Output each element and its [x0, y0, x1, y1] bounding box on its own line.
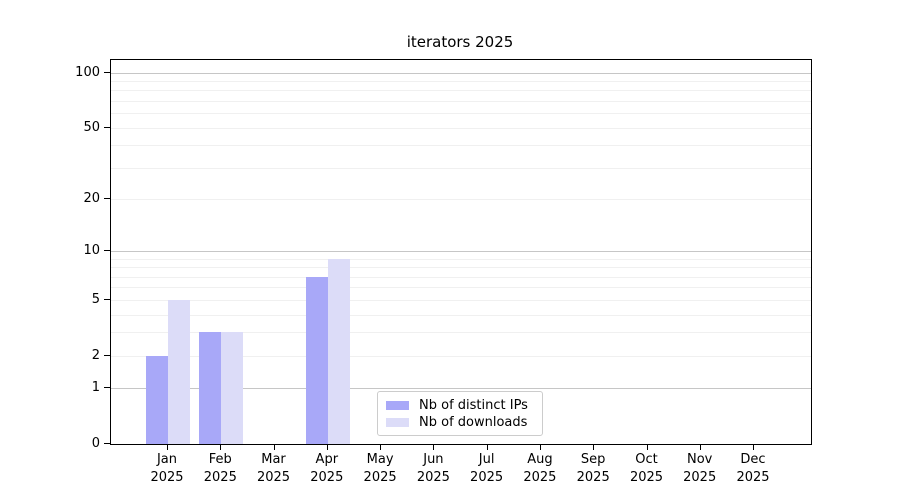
- x-tick-year: 2025: [150, 470, 184, 485]
- legend-row-downloads: Nb of downloads: [386, 414, 542, 431]
- x-tick-label-sep: Sep 2025: [561, 451, 625, 487]
- y-tick-label: 2: [91, 347, 100, 363]
- y-tick-mark: [104, 126, 110, 128]
- gridline-minor: [111, 314, 811, 316]
- x-tick-mark: [380, 444, 382, 450]
- legend-swatch-distinct-ips: [386, 400, 409, 410]
- legend-row-distinct-ips: Nb of distinct IPs: [386, 397, 542, 414]
- x-tick-month: Aug: [527, 452, 553, 467]
- gridline-minor: [111, 267, 811, 269]
- x-tick-year: 2025: [363, 470, 397, 485]
- y-tick-label: 0: [91, 436, 100, 451]
- y-tick-label: 100: [75, 64, 100, 80]
- legend-label-distinct-ips: Nb of distinct IPs: [419, 397, 528, 413]
- legend: Nb of distinct IPs Nb of downloads: [377, 391, 543, 436]
- gridline-minor: [111, 355, 811, 357]
- x-tick-month: May: [366, 452, 394, 467]
- x-tick-month: Feb: [208, 452, 232, 467]
- gridline-minor: [111, 80, 811, 82]
- gridline-minor: [111, 299, 811, 301]
- x-tick-year: 2025: [523, 470, 557, 485]
- x-tick-mark: [433, 444, 435, 450]
- bar-nb-of-distinct-ips-feb: [199, 332, 222, 444]
- x-tick-year: 2025: [576, 470, 610, 485]
- x-tick-month: Dec: [740, 452, 766, 467]
- x-tick-year: 2025: [203, 470, 237, 485]
- gridline-minor: [111, 287, 811, 289]
- gridline-minor: [111, 332, 811, 334]
- gridline-minor: [111, 90, 811, 92]
- gridline-minor: [111, 113, 811, 115]
- x-tick-mark: [486, 444, 488, 450]
- x-tick-label-mar: Mar 2025: [242, 451, 306, 487]
- x-tick-mark: [220, 444, 222, 450]
- x-tick-month: Jan: [156, 452, 178, 467]
- gridline-major: [111, 251, 811, 252]
- x-tick-label-nov: Nov 2025: [668, 451, 732, 487]
- x-tick-month: Apr: [315, 452, 339, 467]
- x-tick-year: 2025: [470, 470, 504, 485]
- x-tick-mark: [326, 444, 328, 450]
- y-tick-mark: [104, 443, 110, 444]
- x-tick-year: 2025: [629, 470, 664, 485]
- x-tick-mark: [699, 444, 701, 450]
- bar-nb-of-distinct-ips-jan: [146, 355, 168, 444]
- x-tick-label-jul: Jul 2025: [455, 451, 519, 487]
- x-tick-year: 2025: [310, 470, 344, 485]
- gridline-major: [111, 72, 811, 74]
- x-tick-month: Jun: [423, 452, 444, 467]
- x-tick-month: Nov: [687, 452, 713, 467]
- x-tick-label-jan: Jan 2025: [135, 451, 199, 487]
- y-tick-mark: [104, 387, 110, 389]
- x-tick-month: Sep: [580, 452, 606, 467]
- legend-swatch-downloads: [386, 417, 409, 427]
- x-tick-label-aug: Aug 2025: [508, 451, 572, 487]
- gridline-minor: [111, 100, 811, 102]
- x-tick-label-jun: Jun 2025: [401, 451, 465, 487]
- x-tick-year: 2025: [416, 470, 450, 485]
- y-tick-mark: [104, 298, 110, 300]
- chart-title: iterators 2025: [406, 33, 514, 51]
- x-tick-label-may: May 2025: [348, 451, 412, 487]
- x-tick-mark: [646, 444, 648, 450]
- x-tick-label-oct: Oct 2025: [615, 451, 679, 487]
- x-tick-mark: [753, 444, 754, 450]
- x-tick-label-dec: Dec 2025: [721, 451, 785, 487]
- x-tick-month: Jul: [478, 452, 495, 467]
- x-tick-mark: [539, 444, 541, 450]
- gridline-minor: [111, 145, 811, 147]
- gridline-major: [111, 388, 811, 390]
- y-tick-mark: [104, 354, 110, 356]
- y-tick-mark: [104, 71, 110, 73]
- legend-label-downloads: Nb of downloads: [419, 414, 528, 430]
- y-tick-label: 20: [83, 190, 100, 206]
- bar-nb-of-downloads-apr: [327, 258, 350, 444]
- x-tick-mark: [593, 444, 595, 450]
- x-tick-mark: [273, 444, 275, 450]
- gridline-minor: [111, 276, 811, 278]
- x-tick-mark: [167, 444, 168, 450]
- y-tick-label: 50: [83, 119, 100, 135]
- y-tick-label: 10: [83, 243, 100, 258]
- bar-nb-of-downloads-jan: [168, 299, 190, 444]
- x-tick-month: Mar: [261, 452, 286, 467]
- x-tick-year: 2025: [683, 470, 717, 485]
- y-tick-mark: [104, 250, 110, 251]
- y-tick-label: 5: [91, 291, 100, 307]
- y-tick-label: 1: [91, 380, 100, 396]
- gridline-minor: [111, 258, 811, 260]
- gridline-minor: [111, 167, 811, 169]
- gridline-minor: [111, 127, 811, 129]
- bar-nb-of-distinct-ips-apr: [305, 276, 328, 444]
- x-tick-label-feb: Feb 2025: [188, 451, 252, 487]
- bar-nb-of-downloads-feb: [221, 332, 244, 444]
- x-tick-month: Oct: [635, 452, 658, 467]
- x-tick-year: 2025: [736, 470, 770, 485]
- y-tick-mark: [104, 197, 110, 199]
- x-tick-label-apr: Apr 2025: [295, 451, 359, 487]
- plot-area: [110, 59, 812, 445]
- gridline-minor: [111, 198, 811, 200]
- x-tick-year: 2025: [256, 470, 291, 485]
